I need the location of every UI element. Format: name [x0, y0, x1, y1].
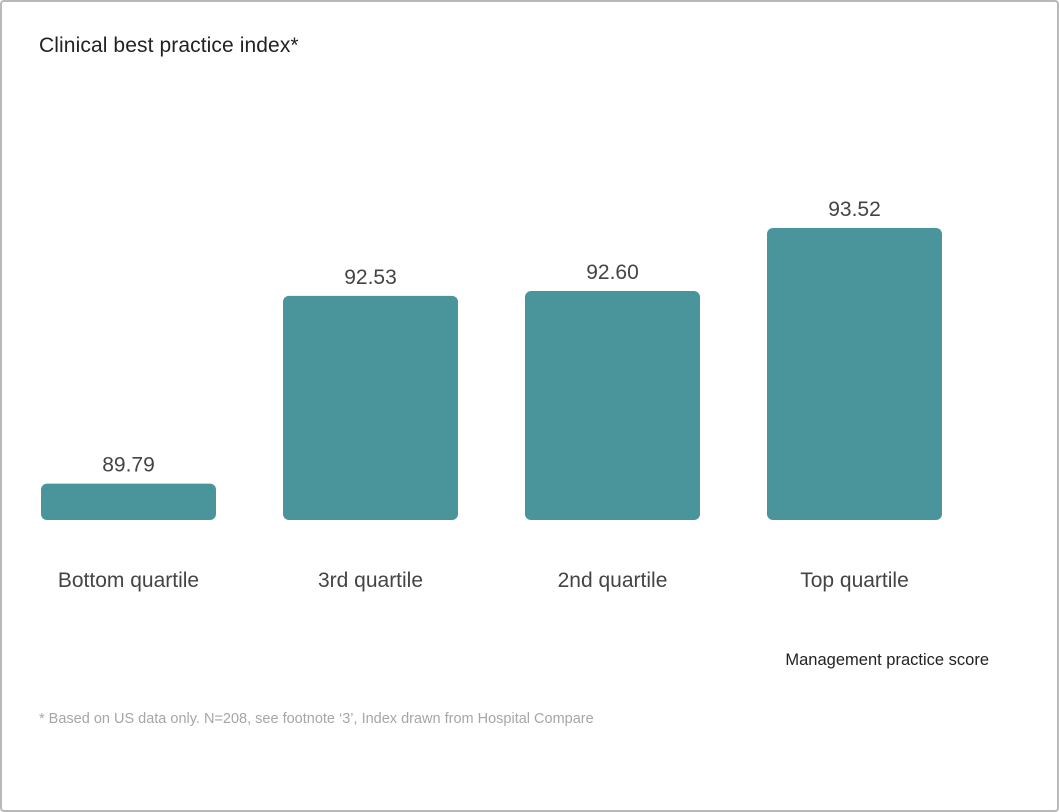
x-axis-title: Management practice score: [785, 651, 989, 669]
value-label-4: 93.52: [828, 198, 881, 221]
bar-3: [525, 291, 700, 520]
value-label-1: 89.79: [102, 454, 155, 477]
bar-1: [41, 483, 216, 520]
category-label-2: 3rd quartile: [318, 569, 423, 592]
category-label-1: Bottom quartile: [58, 569, 199, 592]
value-label-3: 92.60: [586, 261, 639, 284]
value-label-2: 92.53: [344, 266, 397, 289]
bar-2: [283, 295, 458, 520]
category-label-3: 2nd quartile: [558, 569, 668, 592]
bar-4: [767, 228, 942, 520]
category-label-4: Top quartile: [800, 569, 909, 592]
chart-title: Clinical best practice index*: [39, 34, 299, 57]
footnote: * Based on US data only. N=208, see foot…: [39, 711, 594, 727]
